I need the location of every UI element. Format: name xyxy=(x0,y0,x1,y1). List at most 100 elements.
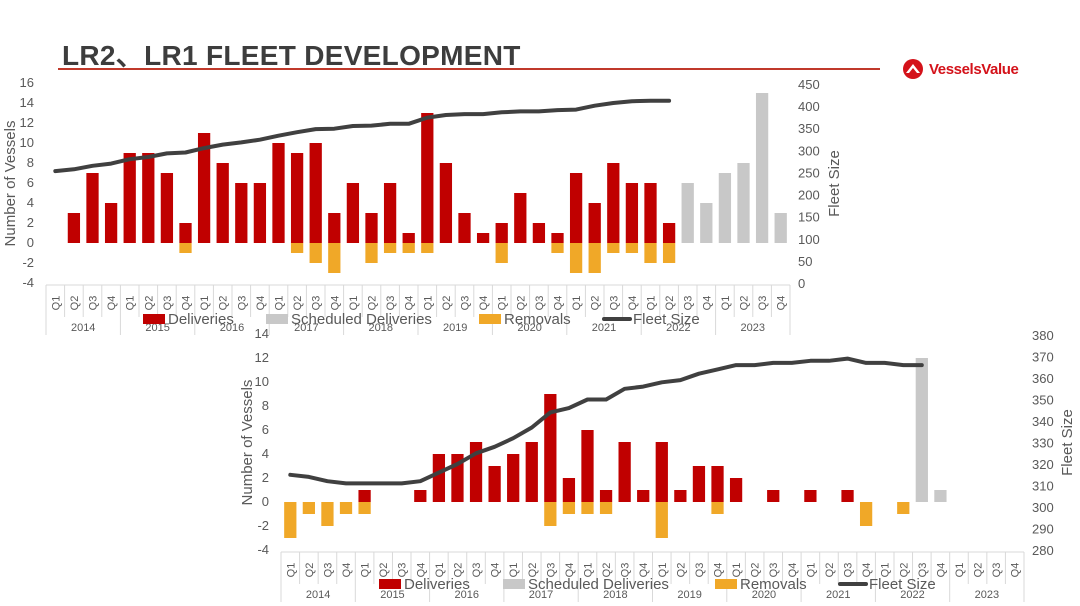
delivery-bar xyxy=(179,223,192,243)
delivery-bar xyxy=(123,153,136,243)
year-tick-label: 2015 xyxy=(380,589,404,601)
quarter-tick-label: Q2 xyxy=(601,563,613,578)
quarter-tick-label: Q1 xyxy=(582,563,594,578)
quarter-tick-label: Q2 xyxy=(824,563,836,578)
scheduled-delivery-bar xyxy=(934,490,947,502)
delivery-bar xyxy=(662,223,676,243)
legend-label-fleet-size: Fleet Size xyxy=(869,576,936,593)
y2-tick-label: 0 xyxy=(798,276,805,291)
quarter-tick-label: Q2 xyxy=(452,563,464,578)
y-tick-label: -2 xyxy=(257,518,269,533)
y-tick-label: -2 xyxy=(22,255,34,270)
legend-label-scheduled: Scheduled Deliveries xyxy=(528,576,669,593)
quarter-tick-label: Q1 xyxy=(571,296,583,311)
delivery-bar xyxy=(644,183,657,243)
quarter-tick-label: Q3 xyxy=(471,563,483,578)
quarter-tick-label: Q4 xyxy=(490,563,502,578)
year-tick-label: 2018 xyxy=(603,589,627,601)
removal-bar xyxy=(328,243,341,273)
removal-bar xyxy=(607,243,620,253)
delivery-bar xyxy=(309,143,322,243)
y-tick-label: 0 xyxy=(262,494,269,509)
y-tick-label: 14 xyxy=(255,326,269,341)
quarter-tick-label: Q2 xyxy=(304,563,316,578)
removal-bar xyxy=(339,502,353,514)
removal-bar xyxy=(179,243,192,253)
delivery-bar xyxy=(525,442,538,502)
quarter-tick-label: Q4 xyxy=(787,563,799,578)
fleet-size-line xyxy=(53,98,672,174)
removal-bar xyxy=(569,243,583,273)
quarter-tick-label: Q4 xyxy=(701,296,713,311)
year-tick-label: 2015 xyxy=(145,322,169,334)
delivery-bar xyxy=(253,183,267,243)
delivery-bar xyxy=(599,490,613,502)
scheduled-delivery-bar xyxy=(718,173,732,243)
year-tick-label: 2022 xyxy=(900,589,924,601)
removal-bar xyxy=(599,502,613,514)
y-tick-label: 10 xyxy=(20,135,34,150)
quarter-tick-label: Q2 xyxy=(69,296,81,311)
removal-bar xyxy=(897,502,910,514)
scheduled-delivery-bar xyxy=(755,93,769,243)
y-tick-label: 6 xyxy=(27,175,34,190)
quarter-tick-label: Q4 xyxy=(404,296,416,311)
y2-tick-label: 340 xyxy=(1032,414,1054,429)
legend-label-deliveries: Deliveries xyxy=(168,311,234,328)
brand-logo: VesselsValue xyxy=(902,58,1019,80)
y-tick-label: 12 xyxy=(255,350,269,365)
quarter-tick-label: Q1 xyxy=(731,563,743,578)
title-underline xyxy=(58,68,880,70)
quarter-tick-label: Q2 xyxy=(515,296,527,311)
quarter-tick-label: Q1 xyxy=(508,563,520,578)
quarter-tick-label: Q4 xyxy=(713,563,725,578)
quarter-tick-label: Q3 xyxy=(162,296,174,311)
legend-label-removals: Removals xyxy=(740,576,807,593)
quarter-tick-label: Q4 xyxy=(935,563,947,578)
y2-tick-label: 100 xyxy=(798,232,820,247)
legend-swatch-scheduled xyxy=(266,314,288,324)
delivery-bar xyxy=(104,203,118,243)
delivery-bar xyxy=(402,233,415,243)
quarter-tick-label: Q1 xyxy=(199,296,211,311)
quarter-tick-label: Q1 xyxy=(434,563,446,578)
removal-bar xyxy=(302,502,315,514)
quarter-tick-label: Q1 xyxy=(422,296,434,311)
quarter-tick-label: Q2 xyxy=(590,296,602,311)
quarter-tick-label: Q4 xyxy=(564,563,576,578)
delivery-bar xyxy=(290,153,304,243)
y-axis-title: Number of Vessels xyxy=(2,121,19,247)
y2-axis-title: Fleet Size xyxy=(1059,409,1076,476)
y-tick-label: 16 xyxy=(20,75,34,90)
delivery-bar xyxy=(421,113,434,243)
quarter-tick-label: Q4 xyxy=(627,296,639,311)
removal-bar xyxy=(402,243,415,253)
quarter-tick-label: Q1 xyxy=(954,563,966,578)
quarter-tick-label: Q3 xyxy=(694,563,706,578)
quarter-tick-label: Q1 xyxy=(497,296,509,311)
brand-name: VesselsValue xyxy=(929,60,1019,78)
delivery-bar xyxy=(197,133,211,243)
quarter-tick-label: Q2 xyxy=(898,563,910,578)
removal-bar xyxy=(495,243,508,263)
year-tick-label: 2020 xyxy=(517,322,541,334)
delivery-bar xyxy=(767,490,780,502)
quarter-tick-label: Q2 xyxy=(973,563,985,578)
legend-label-deliveries: Deliveries xyxy=(404,576,470,593)
delivery-bar xyxy=(495,223,508,243)
quarter-tick-label: Q3 xyxy=(608,296,620,311)
y2-tick-label: 300 xyxy=(798,143,820,158)
delivery-bar xyxy=(142,153,155,243)
delivery-bar xyxy=(711,466,724,502)
delivery-bar xyxy=(729,478,743,502)
quarter-tick-label: Q3 xyxy=(311,296,323,311)
quarter-tick-label: Q4 xyxy=(415,563,427,578)
removal-bar xyxy=(421,243,434,253)
y-tick-label: 2 xyxy=(262,470,269,485)
delivery-bar xyxy=(841,490,854,502)
y2-tick-label: 300 xyxy=(1032,500,1054,515)
delivery-bar xyxy=(544,394,557,502)
removal-bar xyxy=(551,243,564,253)
legend-label-fleet-size: Fleet Size xyxy=(633,311,700,328)
